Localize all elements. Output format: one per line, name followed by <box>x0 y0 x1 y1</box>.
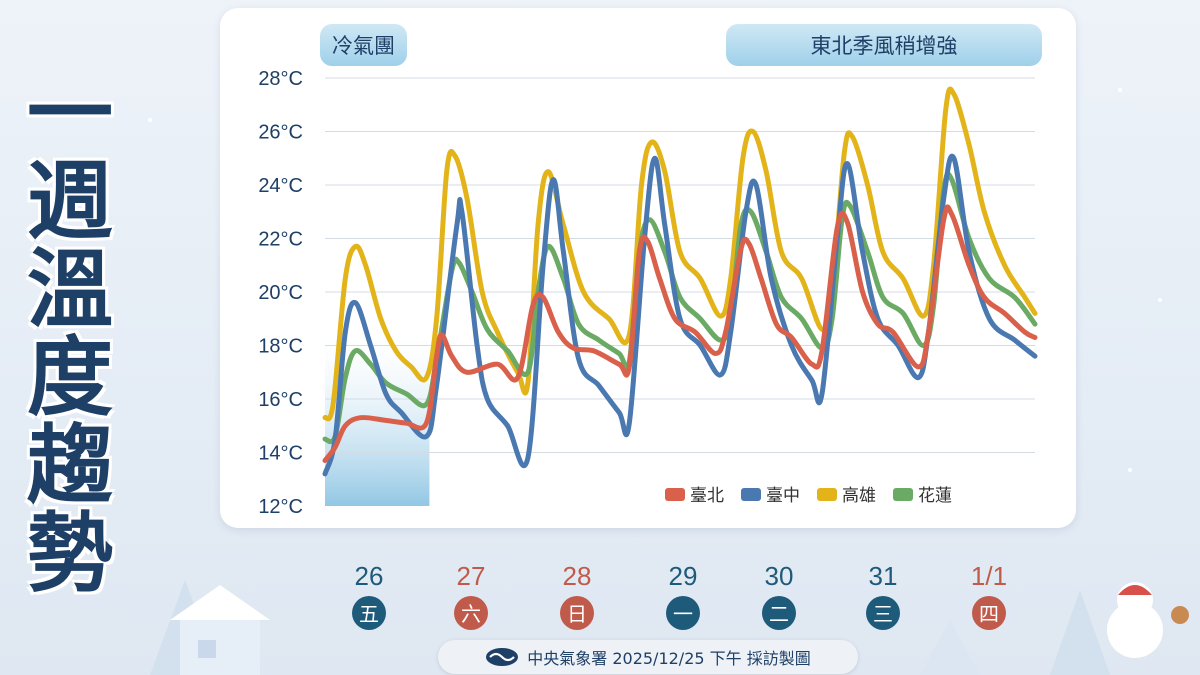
y-tick-label: 14°C <box>258 443 303 465</box>
weekday-badge <box>560 596 594 630</box>
y-tick-label: 24°C <box>258 175 303 197</box>
chart-card: 12°C 14°C 16°C 18°C 20°C 22°C 24°C 26°C 28°C 臺北 臺中… <box>220 8 1076 528</box>
day-weekday: 一 <box>673 602 693 626</box>
title-char: 度 <box>27 328 113 428</box>
weekday-badge <box>866 596 900 630</box>
day-weekday: 四 <box>979 602 999 626</box>
day-date: 1/1 <box>971 561 1007 591</box>
legend-label: 花蓮 <box>918 486 952 506</box>
y-tick-label: 26°C <box>258 122 303 144</box>
title-char: 趨 <box>27 416 113 516</box>
day-weekday: 三 <box>873 602 893 626</box>
title-char: 溫 <box>27 240 113 340</box>
day-weekday: 六 <box>461 602 481 626</box>
y-tick-label: 22°C <box>258 229 303 251</box>
cwa-logo-icon <box>486 648 519 666</box>
title-char: 週 <box>27 152 113 252</box>
series-line-0 <box>322 204 1038 463</box>
legend-swatch <box>817 488 837 501</box>
day-weekday: 日 <box>567 602 587 626</box>
day-weekday: 二 <box>769 602 789 626</box>
cold-air-label: 冷氣團 <box>332 34 395 58</box>
legend-swatch <box>741 488 761 501</box>
day-date: 26 <box>355 561 384 591</box>
weekday-badge <box>762 596 796 630</box>
legend-label: 高雄 <box>842 486 876 506</box>
footer-credit: 中央氣象署 2025/12/25 下午 採訪製圖 <box>438 640 858 674</box>
day-date: 31 <box>869 561 898 591</box>
y-tick-label: 18°C <box>258 336 303 358</box>
weekday-badge <box>666 596 700 630</box>
y-tick-label: 28°C <box>258 68 303 90</box>
vertical-title: 一週溫度趨勢 <box>20 70 120 598</box>
day-date: 28 <box>563 561 592 591</box>
title-char: 勢 <box>27 504 113 604</box>
day-date: 30 <box>765 561 794 591</box>
monsoon-pill <box>726 24 1042 66</box>
weekday-badge <box>352 596 386 630</box>
cold-air-pill <box>320 24 407 66</box>
legend-swatch <box>893 488 913 501</box>
legend-swatch <box>665 488 685 501</box>
day-axis: 26 五 27 六 28 日 29 一 30 二 31 三 1/1 四 <box>352 561 1007 630</box>
monsoon-label: 東北季風稍增強 <box>811 34 958 58</box>
legend-label: 臺中 <box>766 486 800 506</box>
weekday-badge <box>972 596 1006 630</box>
y-tick-label: 20°C <box>258 282 303 304</box>
temperature-chart: 12°C 14°C 16°C 18°C 20°C 22°C 24°C 26°C 28°C 臺北 臺中… <box>258 24 1042 518</box>
title-char: 一 <box>27 64 113 164</box>
day-date: 29 <box>669 561 698 591</box>
series-line-1 <box>322 153 1038 477</box>
weekday-badge <box>454 596 488 630</box>
day-date: 27 <box>457 561 486 591</box>
series-line-2 <box>322 86 1038 422</box>
legend-label: 臺北 <box>690 486 724 506</box>
y-tick-label: 16°C <box>258 389 303 411</box>
day-weekday: 五 <box>359 602 379 626</box>
y-tick-label: 12°C <box>258 496 303 518</box>
footer-text: 中央氣象署 2025/12/25 下午 採訪製圖 <box>527 649 811 668</box>
